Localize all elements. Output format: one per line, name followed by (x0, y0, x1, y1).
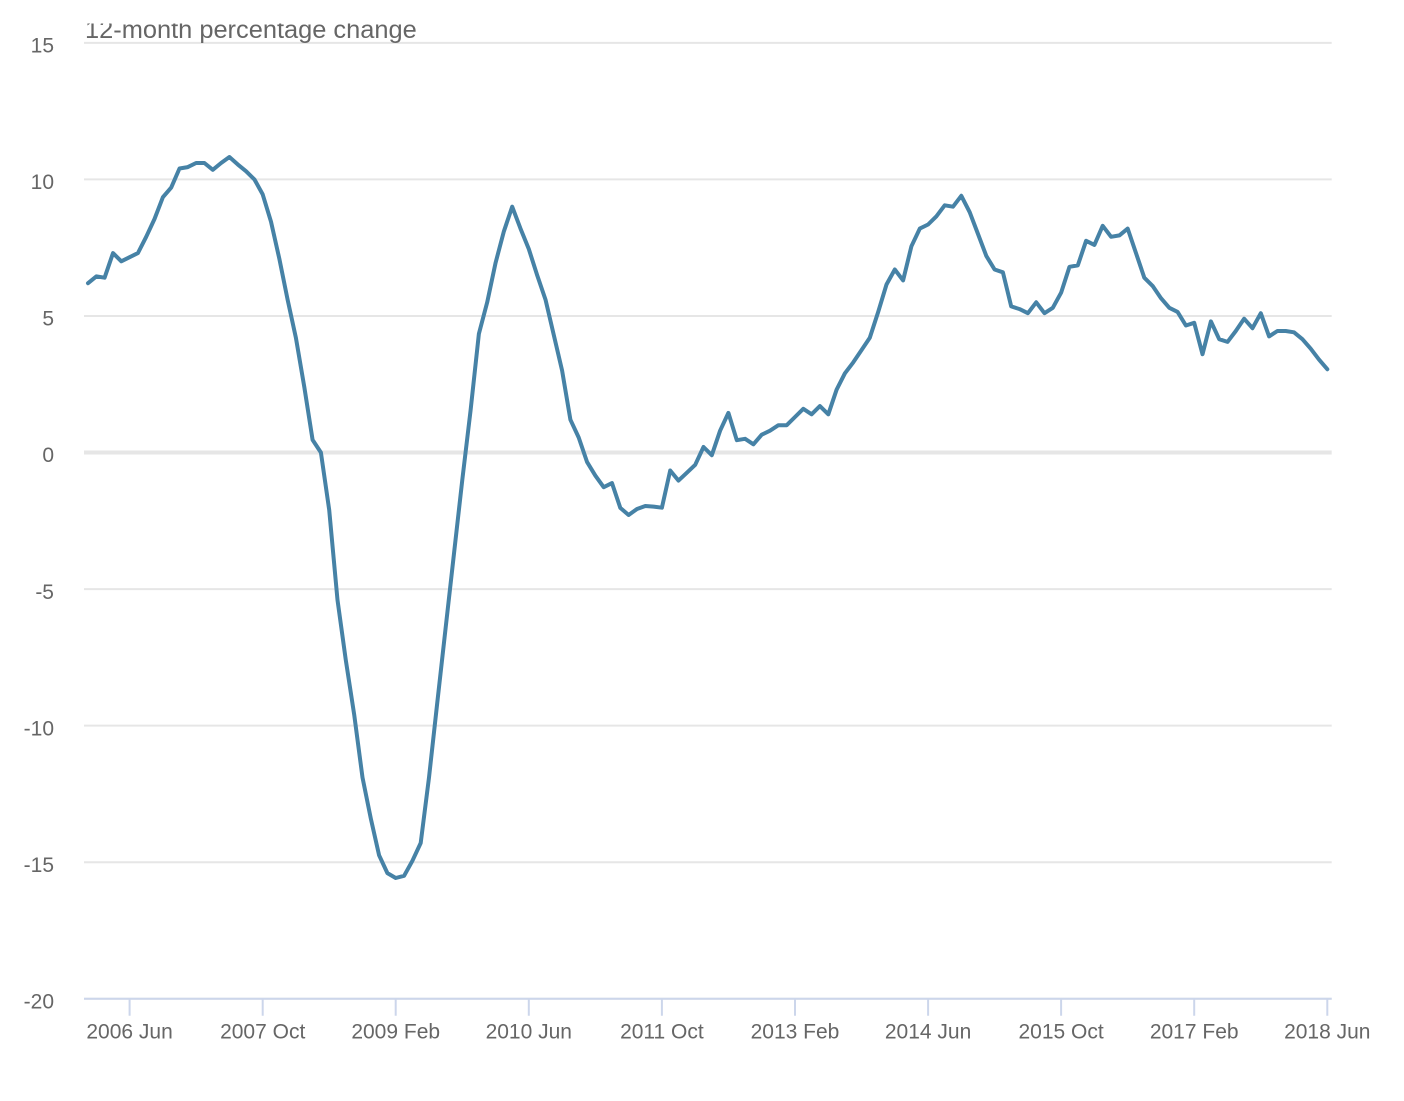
svg-text:0: 0 (42, 444, 54, 467)
svg-text:5: 5 (42, 308, 54, 331)
svg-text:2006 Jun: 2006 Jun (86, 1020, 172, 1043)
svg-text:2010 Jun: 2010 Jun (486, 1020, 572, 1043)
svg-text:2007 Oct: 2007 Oct (220, 1020, 305, 1043)
svg-text:-5: -5 (35, 581, 54, 604)
svg-text:2009 Feb: 2009 Feb (351, 1020, 440, 1043)
svg-text:2014 Jun: 2014 Jun (885, 1020, 971, 1043)
svg-text:2013 Feb: 2013 Feb (751, 1020, 840, 1043)
svg-text:2017 Feb: 2017 Feb (1150, 1020, 1239, 1043)
svg-text:10: 10 (31, 171, 54, 194)
svg-text:2018 Jun: 2018 Jun (1284, 1020, 1370, 1043)
svg-text:15: 15 (31, 35, 54, 58)
svg-text:2015 Oct: 2015 Oct (1018, 1020, 1103, 1043)
svg-text:2011 Oct: 2011 Oct (620, 1020, 704, 1043)
svg-text:-10: -10 (24, 717, 54, 740)
svg-text:-20: -20 (24, 991, 54, 1014)
svg-text:-15: -15 (24, 854, 54, 877)
